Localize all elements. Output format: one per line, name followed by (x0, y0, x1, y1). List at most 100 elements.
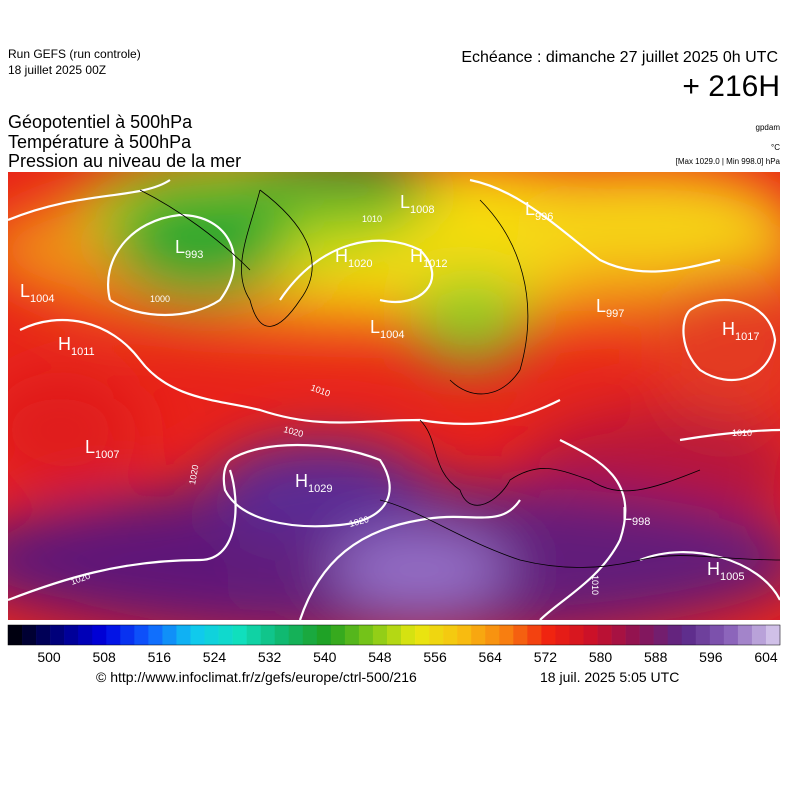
pressure-center: L1007 (85, 437, 120, 461)
center-letter: L (596, 296, 606, 316)
colorbar-tick-label: 540 (313, 649, 337, 665)
center-letter: H (295, 471, 308, 491)
colorbar-swatch (415, 625, 430, 645)
colorbar-frame (7, 624, 781, 646)
pressure-center: H1005 (707, 559, 744, 583)
colorbar-swatch (36, 625, 51, 645)
colorbar-swatch (288, 625, 304, 645)
center-value: 1005 (720, 571, 744, 583)
pressure-center: L997 (596, 296, 624, 320)
colorbar: 500 508 516 524 532 540 548 556 564 572 580 588 596 6… (7, 624, 781, 665)
colorbar-swatch (527, 625, 542, 645)
colorbar-swatch (401, 625, 416, 645)
colorbar-tick-label: 548 (368, 649, 392, 665)
colorbar-swatch (330, 625, 346, 645)
colorbar-tick-label: 556 (423, 649, 447, 665)
isobar-label: 1010 (362, 214, 382, 224)
isobar-label: 1000 (150, 294, 170, 304)
colorbar-swatch (106, 625, 121, 645)
colorbar-tick-label: 524 (203, 649, 227, 665)
center-value: 1011 (71, 346, 95, 358)
pressure-center: H1020 (335, 246, 372, 270)
colorbar-swatch (344, 625, 360, 645)
colorbar-swatch (751, 625, 767, 645)
colorbar-swatch (555, 625, 570, 645)
pressure-center: L993 (175, 237, 203, 261)
center-letter: L (175, 237, 185, 257)
colorbar-swatch (765, 625, 781, 645)
pressure-center: H1012 (410, 246, 447, 270)
colorbar-tick-label: 508 (92, 649, 116, 665)
colorbar-swatch (162, 625, 177, 645)
colorbar-swatch (429, 625, 444, 645)
pressure-center: L998 (622, 504, 650, 528)
unit-label: gpdam (756, 123, 781, 132)
center-letter: H (707, 559, 720, 579)
field-label: Pression au niveau de la mer (8, 151, 241, 171)
colorbar-swatch (681, 625, 697, 645)
source-url: © http://www.infoclimat.fr/z/gefs/europe… (96, 669, 417, 685)
colorbar-tick-label: 580 (589, 649, 613, 665)
colorbar-swatch (723, 625, 739, 645)
colorbar-swatch (92, 625, 107, 645)
colorbar-swatch (639, 625, 654, 645)
center-letter: L (85, 437, 95, 457)
center-letter: L (622, 504, 632, 524)
pressure-center: H1017 (722, 319, 759, 343)
colorbar-swatch (190, 625, 205, 645)
center-value: 1017 (735, 331, 759, 343)
colorbar-swatch (499, 625, 514, 645)
colorbar-swatch (485, 625, 500, 645)
field-label: Température à 500hPa (8, 132, 192, 152)
valid-time: Echéance : dimanche 27 juillet 2025 0h U… (461, 49, 778, 66)
colorbar-swatch (625, 625, 640, 645)
colorbar-swatch (260, 625, 275, 645)
colorbar-tick-label: 596 (699, 649, 723, 665)
center-letter: H (58, 334, 71, 354)
colorbar-swatch (232, 625, 247, 645)
colorbar-swatch (653, 625, 669, 645)
colorbar-swatch (737, 625, 753, 645)
colorbar-swatch (120, 625, 135, 645)
colorbar-tick-label: 588 (644, 649, 668, 665)
field-label: Géopotentiel à 500hPa (8, 112, 193, 132)
colorbar-swatch (611, 625, 626, 645)
center-value: 1012 (423, 258, 447, 270)
coastlines (139, 189, 780, 568)
unit-label: [Max 1029.0 | Min 998.0] hPa (676, 157, 781, 166)
colorbar-swatch (204, 625, 219, 645)
colorbar-tick-label: 572 (534, 649, 558, 665)
colorbar-swatch (302, 625, 318, 645)
center-value: 993 (185, 249, 203, 261)
isobar-label: 1010 (590, 575, 600, 595)
colorbar-swatch (541, 625, 556, 645)
center-letter: H (335, 246, 348, 266)
colorbar-swatch (22, 625, 37, 645)
pressure-center: L996 (525, 199, 553, 223)
center-letter: L (400, 192, 410, 212)
pressure-center: L1004 (20, 281, 55, 305)
generated-time: 18 juil. 2025 5:05 UTC (540, 669, 679, 685)
colorbar-swatch (134, 625, 149, 645)
colorbar-swatch (218, 625, 233, 645)
colorbar-swatch (583, 625, 598, 645)
colorbar-swatch (64, 625, 79, 645)
colorbar-tick-label: 532 (258, 649, 282, 665)
center-letter: L (370, 317, 380, 337)
colorbar-swatch (246, 625, 261, 645)
colorbar-swatch (513, 625, 528, 645)
center-letter: L (20, 281, 30, 301)
colorbar-swatch (50, 625, 65, 645)
colorbar-swatch (176, 625, 191, 645)
center-value: 997 (606, 308, 624, 320)
colorbar-swatch (471, 625, 486, 645)
colorbar-swatch (709, 625, 725, 645)
colorbar-swatch (148, 625, 163, 645)
run-label: Run GEFS (run controle) (8, 47, 141, 61)
isobar-label: 1020 (187, 464, 200, 485)
colorbar-swatch (457, 625, 472, 645)
colorbar-swatch (358, 625, 374, 645)
colorbar-swatch (597, 625, 612, 645)
colorbar-tick-label: 516 (148, 649, 172, 665)
